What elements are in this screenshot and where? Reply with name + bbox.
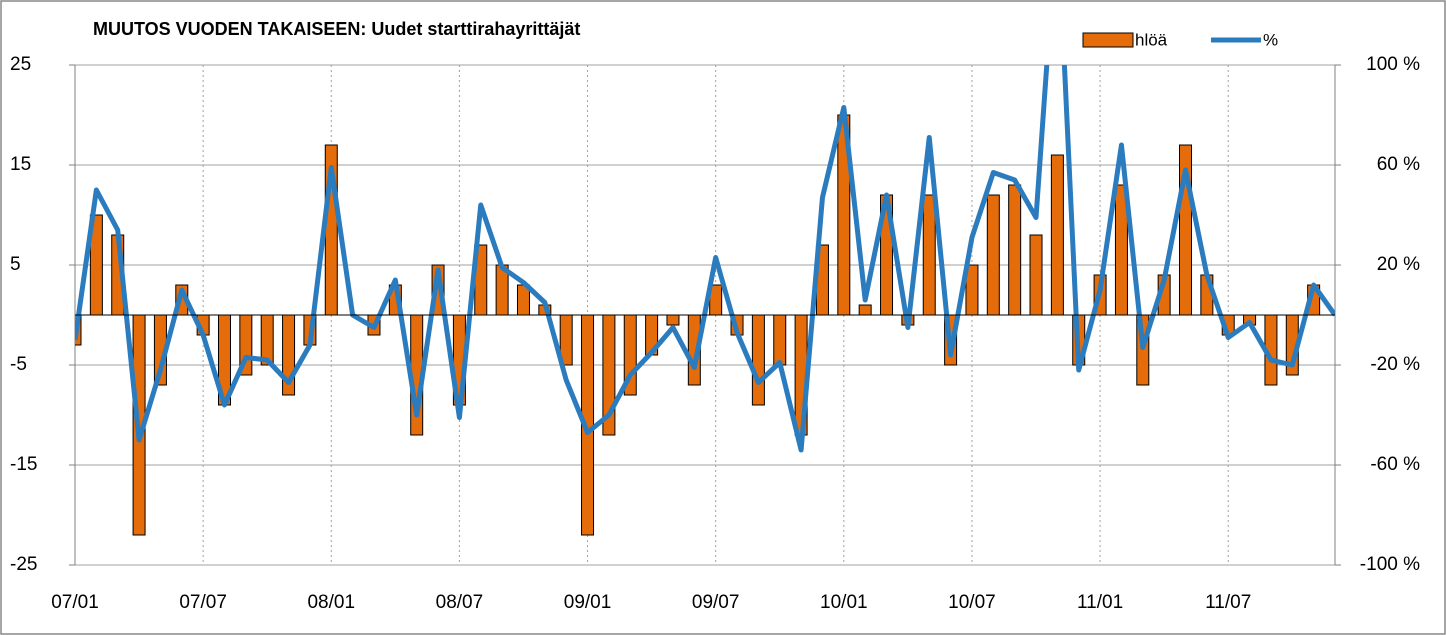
x-tick-label: 09/07	[692, 592, 740, 613]
y2-tick-label: 60 %	[1377, 154, 1420, 175]
bar	[1050, 154, 1064, 316]
y-tick-label: 15	[10, 154, 31, 175]
y-tick-label: 25	[10, 54, 31, 75]
bar	[922, 194, 936, 316]
y2-tick-label: -20 %	[1370, 354, 1420, 375]
y2-tick-label: 100 %	[1366, 54, 1420, 75]
y-tick-label: -5	[10, 354, 27, 375]
y2-tick-label: -60 %	[1370, 454, 1420, 475]
x-tick-label: 10/01	[820, 592, 868, 613]
y-tick-label: 5	[10, 254, 21, 275]
bar	[1029, 234, 1043, 316]
x-tick-label: 08/07	[436, 592, 484, 613]
x-tick-label: 09/01	[564, 592, 612, 613]
x-tick-label: 07/01	[51, 592, 99, 613]
bar	[666, 314, 680, 326]
x-tick-label: 11/01	[1077, 592, 1123, 613]
legend-swatch	[1082, 32, 1134, 48]
y2-tick-label: 20 %	[1377, 254, 1420, 275]
y-tick-label: -25	[10, 554, 37, 575]
y-tick-label: -15	[10, 454, 37, 475]
x-tick-label: 11/07	[1205, 592, 1251, 613]
line	[75, 65, 1335, 453]
x-tick-label: 08/01	[307, 592, 355, 613]
legend-label: %	[1263, 30, 1278, 49]
bar	[1008, 184, 1022, 316]
x-tick-label: 07/07	[179, 592, 227, 613]
bar	[773, 314, 787, 366]
chart-title: MUUTOS VUODEN TAKAISEEN: Uudet starttira…	[93, 19, 580, 39]
bar	[751, 314, 765, 406]
bar	[986, 194, 1000, 316]
bar	[858, 304, 872, 316]
y2-tick-label: -100 %	[1360, 554, 1420, 575]
x-tick-label: 10/07	[948, 592, 996, 613]
legend-label: hlöä	[1135, 30, 1168, 49]
